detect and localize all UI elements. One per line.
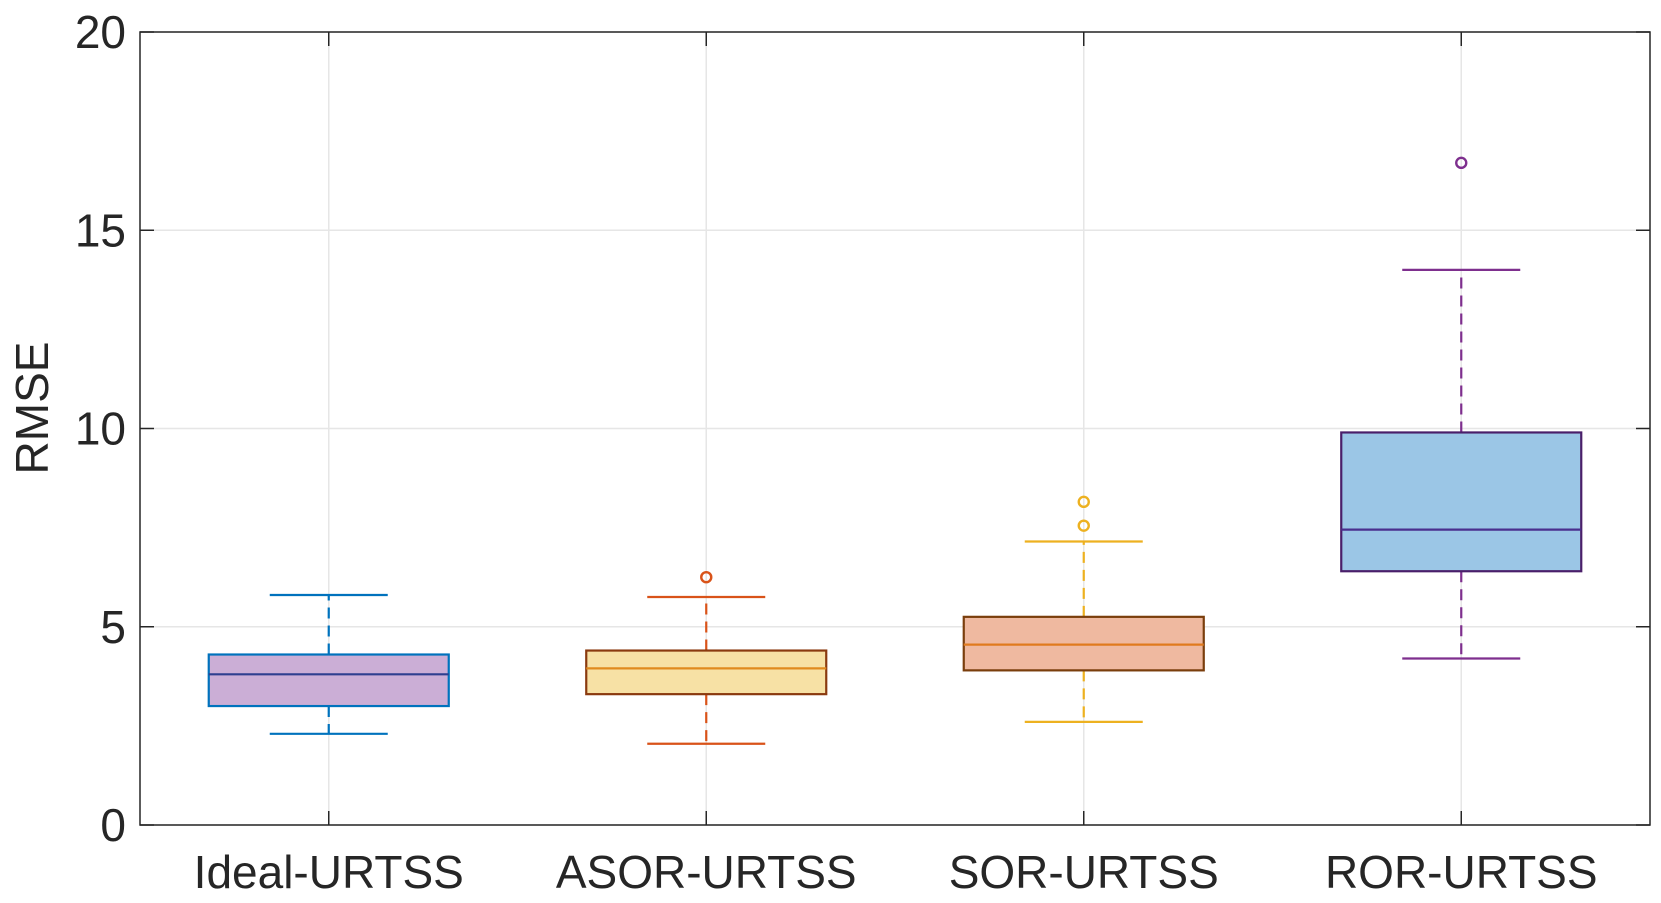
x-tick-label: SOR-URTSS — [949, 846, 1219, 898]
x-tick-label: ROR-URTSS — [1325, 846, 1598, 898]
plot-frame — [139, 31, 1651, 826]
tick-labels: 0 5 10 15 20 Ideal-URTSS ASOR-URTSS SOR-URTSS RO… — [75, 6, 1598, 898]
box-group — [207, 593, 450, 735]
y-tick-label: 0 — [100, 799, 126, 851]
box-group — [962, 495, 1205, 724]
box-group — [1340, 156, 1583, 660]
iqr-box — [585, 649, 828, 696]
y-tick-label: 10 — [75, 403, 126, 455]
iqr-box — [1340, 431, 1583, 573]
outlier-point — [1077, 495, 1090, 509]
x-tick-label: ASOR-URTSS — [556, 846, 857, 898]
x-tick-label: Ideal-URTSS — [194, 846, 464, 898]
box-series — [207, 156, 1583, 745]
y-tick-label: 20 — [75, 6, 126, 58]
y-axis-label: RMSE — [6, 342, 58, 475]
outlier-point — [700, 570, 713, 584]
y-tick-label: 5 — [100, 601, 126, 653]
iqr-box — [207, 653, 450, 708]
axes — [139, 31, 1651, 826]
y-tick-label: 15 — [75, 204, 126, 256]
outlier-point — [1455, 156, 1468, 170]
box-group — [585, 570, 828, 745]
outlier-point — [1077, 519, 1090, 532]
